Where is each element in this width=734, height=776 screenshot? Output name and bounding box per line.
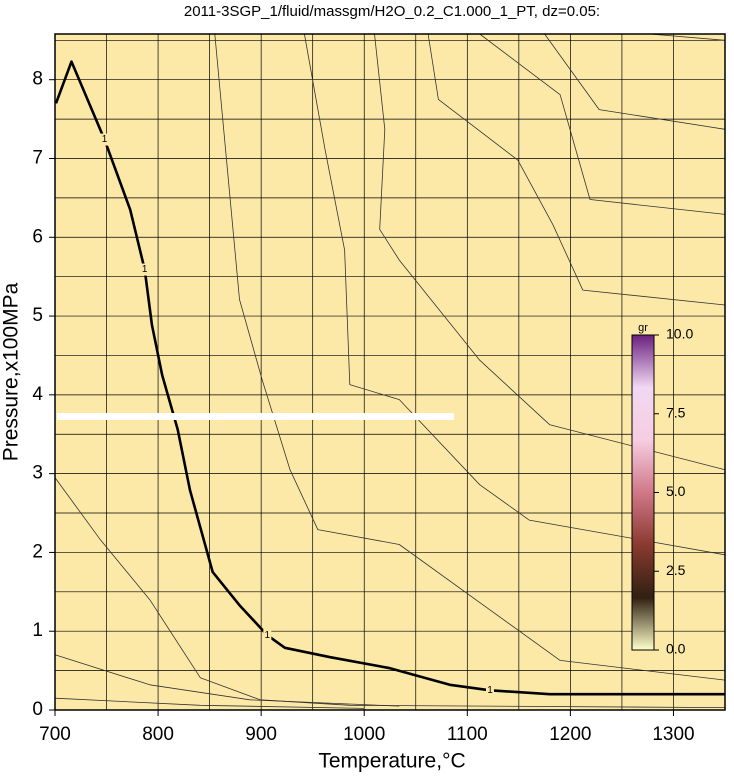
plot-frame [54,33,726,711]
contour-label: 1 [487,685,493,696]
contour-label-bg [485,684,494,697]
y-tick-label: 2 [32,541,43,562]
y-tick-label: 3 [32,463,43,484]
x-tick-label: 1200 [549,724,591,745]
contour-line [479,33,726,215]
contour-label-bg [263,629,272,642]
contour-line [304,33,726,556]
y-tick-label: 0 [32,699,43,720]
y-tick-label: 7 [32,148,43,169]
contour-line [374,33,726,471]
colorbar-tick-label: 10.0 [666,326,693,342]
contour-label: 1 [265,630,271,641]
x-tick-label: 800 [142,724,174,745]
contour-label: 1 [142,264,148,275]
grid [54,34,725,711]
plot-background [55,34,725,710]
colorbar [631,334,655,651]
x-tick-label: 900 [245,724,277,745]
contour-line [54,60,725,696]
colorbar-tick-label: 2.5 [666,562,686,578]
contour-line [214,33,726,681]
chart-title: 2011-3SGP_1/fluid/massgm/H2O_0.2_C1.000_… [184,3,600,20]
contour-label-bg [140,263,149,276]
colorbar-label: gr [638,322,648,334]
contour-label-bg [100,133,109,146]
x-axis-label: Temperature,°C [318,750,465,773]
y-tick-label: 6 [32,226,43,247]
x-tick-label: 700 [39,724,71,745]
contour-line [54,697,365,709]
contour-line [544,33,726,130]
y-tick-label: 8 [32,69,43,90]
y-tick-label: 4 [32,384,43,405]
contour-label: 1 [102,134,108,145]
contour-line [54,477,726,708]
y-tick-label: 5 [32,305,43,326]
contour-line [649,33,726,41]
colorbar-tick-label: 5.0 [666,483,686,499]
x-tick-label: 1000 [343,724,385,745]
colorbar-tick-label: 7.5 [666,404,686,420]
x-tick-label: 1300 [652,724,694,745]
y-tick-label: 1 [32,620,43,641]
x-tick-label: 1100 [447,724,488,745]
white-stripe [57,413,454,420]
contour-line [54,654,400,707]
y-axis-label: Pressure,x100MPa [0,282,23,461]
contour-line [427,33,726,306]
colorbar-tick-label: 0.0 [666,641,686,657]
